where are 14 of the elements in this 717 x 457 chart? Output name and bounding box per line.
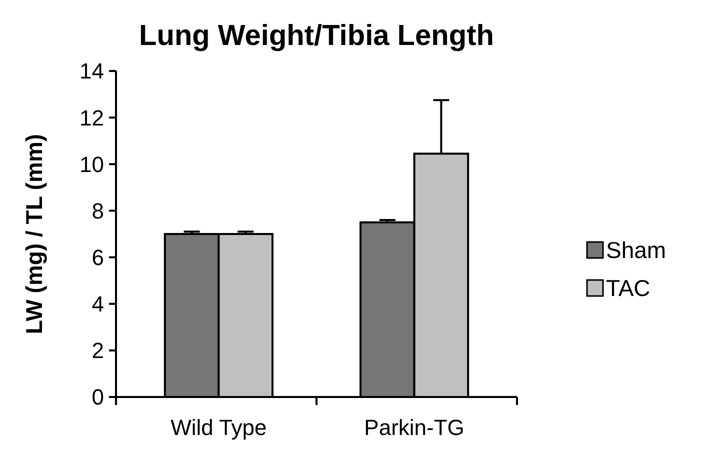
chart-title: Lung Weight/Tibia Length <box>139 20 494 52</box>
x-tick-label: Wild Type <box>170 415 267 440</box>
y-tick-label: 2 <box>92 338 104 364</box>
legend-label: Sham <box>606 237 666 264</box>
y-tick-label: 6 <box>92 244 104 270</box>
x-tick-label: Parkin-TG <box>364 415 464 440</box>
y-tick-label: 4 <box>92 292 104 317</box>
y-tick-label: 8 <box>92 198 104 224</box>
y-axis-title: LW (mg) / TL (mm) <box>21 134 47 334</box>
y-tick-label: 10 <box>80 152 104 177</box>
y-tick-label: 0 <box>92 384 104 410</box>
y-tick-label: 12 <box>80 105 104 130</box>
legend-label: TAC <box>606 275 650 302</box>
y-tick-label: 14 <box>80 58 104 84</box>
